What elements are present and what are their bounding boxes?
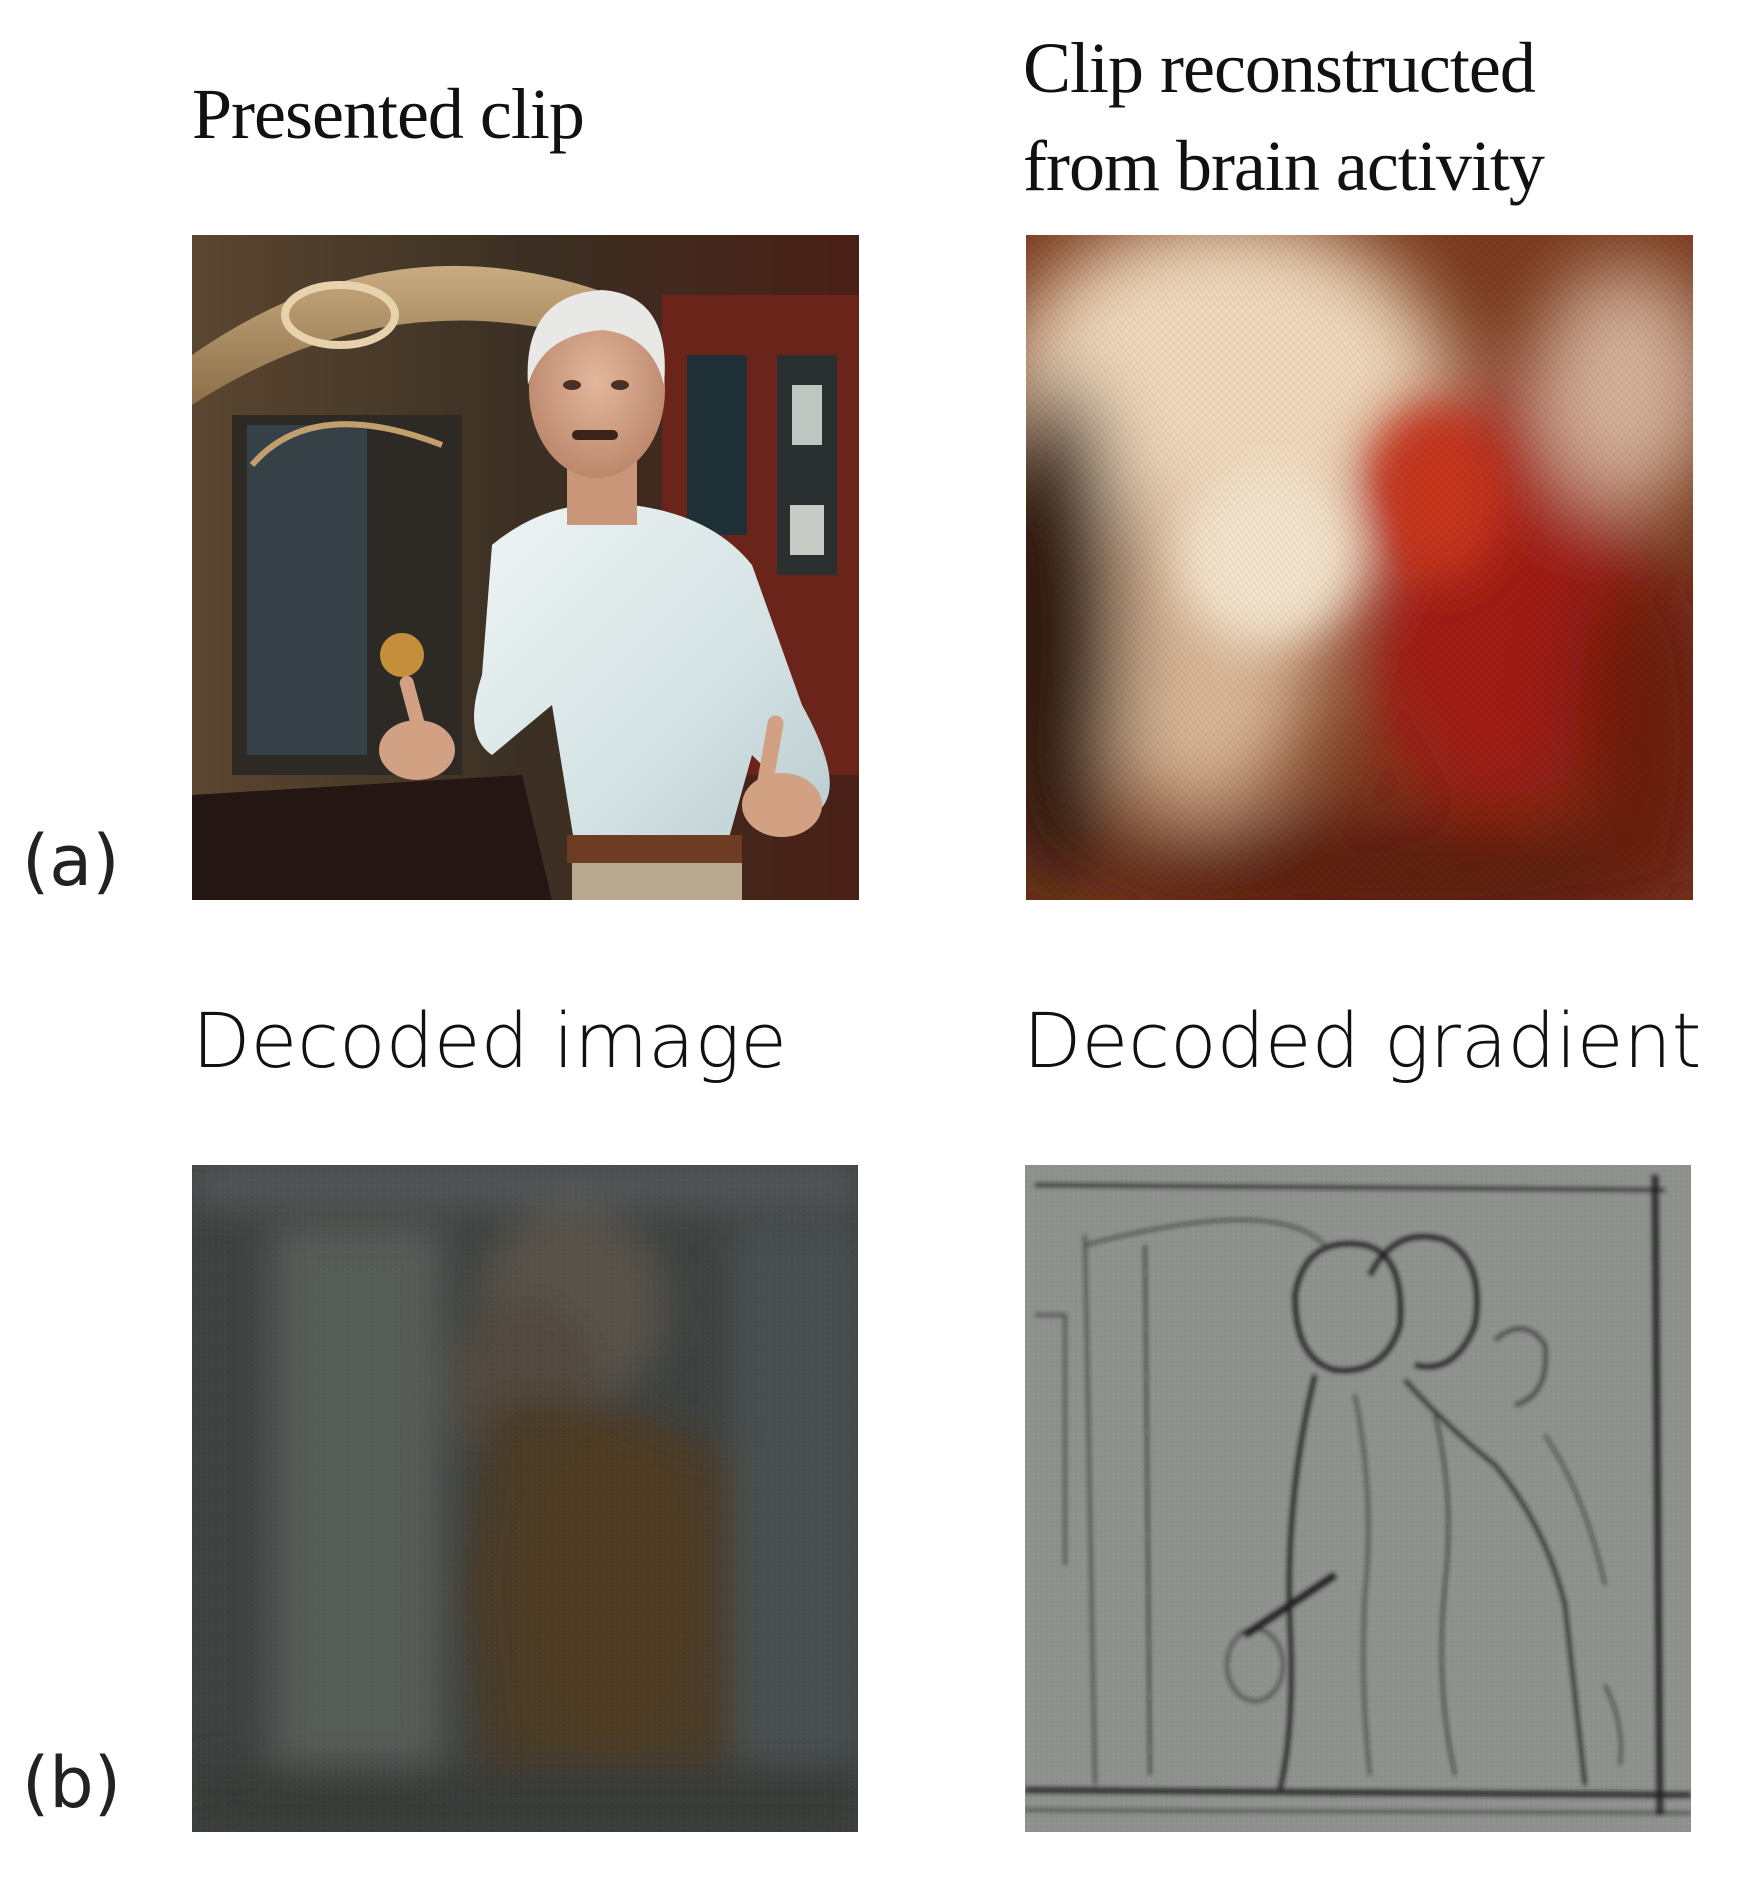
decoded-gradient-title: Decoded gradient <box>1023 996 1702 1085</box>
presented-clip-illustration <box>192 235 859 900</box>
panel-a-label: (a) <box>22 820 120 902</box>
decoded-image-illustration <box>192 1165 858 1832</box>
decoded-image <box>192 1165 858 1832</box>
reconstructed-clip-title-line1: Clip reconstructed <box>1023 28 1536 108</box>
decoded-image-title: Decoded image <box>192 996 788 1085</box>
panel-b-label: (b) <box>22 1742 122 1824</box>
reconstructed-clip-illustration <box>1026 235 1693 900</box>
decoded-gradient-illustration <box>1025 1165 1691 1832</box>
reconstructed-clip-image <box>1026 235 1693 900</box>
presented-clip-title: Presented clip <box>192 74 585 154</box>
decoded-gradient-image <box>1025 1165 1691 1832</box>
reconstructed-clip-title-line2: from brain activity <box>1023 126 1545 206</box>
presented-clip-image <box>192 235 859 900</box>
